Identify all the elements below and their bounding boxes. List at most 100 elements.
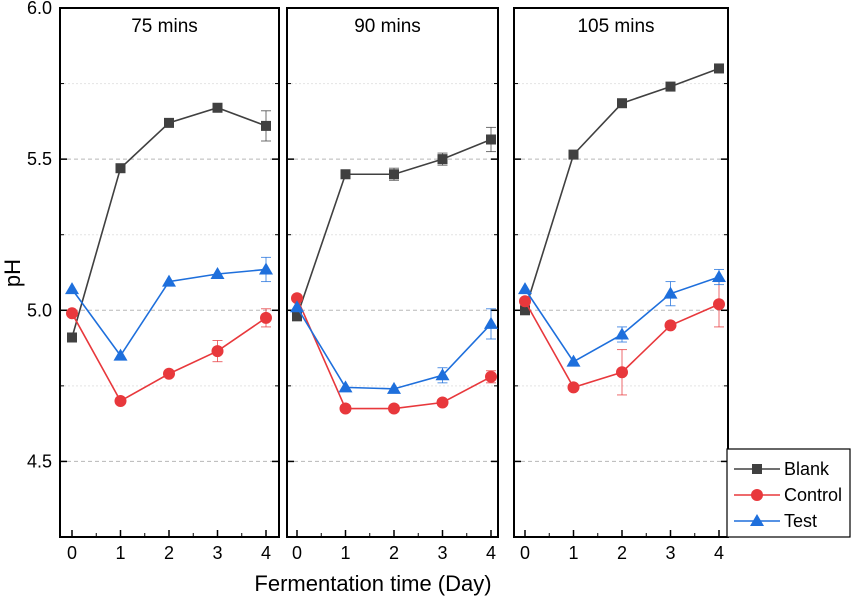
legend-item-blank: Blank	[734, 459, 830, 479]
x-tick-label-0: 0	[292, 543, 302, 563]
panel-title: 90 mins	[354, 16, 421, 37]
x-tick-label-4: 4	[261, 543, 271, 563]
test-marker	[435, 368, 450, 381]
control-marker	[388, 402, 400, 415]
series-line-blank	[71, 106, 267, 338]
blank-marker	[67, 332, 77, 343]
legend-label-blank: Blank	[784, 459, 830, 479]
series-line-control	[71, 312, 267, 403]
control-marker	[567, 381, 580, 394]
panel-1: 0 1 2 3 4 75 mins	[59, 7, 280, 563]
control-marker	[114, 394, 127, 407]
legend-label-control: Control	[784, 485, 842, 505]
series-line-blank	[296, 138, 492, 317]
test-marker	[210, 267, 225, 280]
blank-marker	[486, 134, 496, 145]
y-tick-label-5.0: 5.0	[27, 300, 52, 320]
x-tick-label-1: 1	[568, 543, 578, 563]
blank-marker	[389, 169, 399, 180]
x-tick-label-1: 1	[115, 543, 125, 563]
control-marker	[291, 292, 303, 305]
legend-item-control: Control	[734, 485, 842, 505]
panel-frame	[286, 7, 499, 538]
control-marker	[436, 396, 449, 409]
series-test	[518, 268, 726, 367]
test-marker	[615, 327, 629, 340]
blank-marker	[437, 154, 448, 165]
test-marker	[290, 300, 304, 313]
series-test	[290, 300, 498, 394]
blank-marker	[568, 149, 579, 160]
x-tick-label-1: 1	[340, 543, 350, 563]
series-control	[66, 307, 272, 407]
x-tick-label-4: 4	[486, 543, 496, 563]
y-axis-title: pH	[0, 259, 25, 287]
test-marker	[518, 282, 532, 295]
control-marker	[485, 370, 497, 383]
blank-marker	[212, 102, 223, 113]
x-tick-label-3: 3	[437, 543, 447, 563]
series-line-test	[296, 306, 492, 390]
control-marker	[260, 311, 272, 324]
legend-marker	[750, 514, 764, 526]
series-blank	[520, 63, 724, 316]
test-marker	[338, 380, 353, 393]
control-marker	[519, 295, 531, 308]
test-marker	[566, 354, 581, 367]
test-marker	[259, 262, 273, 275]
legend-box	[726, 448, 851, 538]
control-marker	[713, 298, 725, 311]
legend-label-test: Test	[784, 511, 817, 531]
test-marker	[387, 381, 401, 394]
x-tick-label-2: 2	[164, 543, 174, 563]
panel-2: 0 1 2 3 4 90 mins	[286, 7, 499, 563]
panels-layer: 0 1 2 3 4 75 mins 0 1 2 3 4 90 mins 0 1 2 3 4 105 mins	[59, 7, 729, 563]
legend: Blank Control Test	[726, 448, 851, 538]
panel-3: 0 1 2 3 4 105 mins	[513, 7, 729, 563]
control-marker	[664, 319, 677, 332]
series-blank	[67, 102, 271, 343]
legend-marker	[751, 489, 763, 501]
panel-frame	[59, 7, 280, 538]
control-marker	[616, 366, 628, 379]
y-tick-label-5.5: 5.5	[27, 149, 52, 169]
x-tick-label-2: 2	[617, 543, 627, 563]
blank-marker	[665, 81, 676, 92]
legend-item-test: Test	[734, 511, 817, 531]
control-marker	[211, 345, 224, 358]
panel-title: 105 mins	[577, 16, 654, 37]
x-tick-label-4: 4	[714, 543, 724, 563]
blank-marker	[340, 169, 351, 180]
blank-marker	[520, 305, 530, 316]
series-test	[65, 256, 273, 361]
test-marker	[113, 348, 128, 361]
y-axis: 4.5 5.0 5.5 6.0	[27, 0, 52, 471]
y-tick-label-6.0: 6.0	[27, 0, 52, 18]
control-marker	[163, 367, 175, 380]
series-line-test	[524, 276, 720, 363]
blank-marker	[714, 63, 724, 74]
x-tick-label-0: 0	[67, 543, 77, 563]
panel-frame	[513, 7, 729, 538]
x-axis-title: Fermentation time (Day)	[254, 571, 491, 596]
series-blank	[292, 126, 496, 322]
y-tick-label-4.5: 4.5	[27, 451, 52, 471]
x-tick-label-0: 0	[520, 543, 530, 563]
test-marker	[712, 270, 726, 283]
blank-marker	[261, 120, 271, 131]
x-tick-label-3: 3	[212, 543, 222, 563]
test-marker	[65, 282, 79, 295]
control-marker	[339, 402, 352, 415]
blank-marker	[617, 98, 627, 109]
x-tick-label-2: 2	[389, 543, 399, 563]
test-marker	[162, 274, 176, 287]
panel-title: 75 mins	[131, 16, 198, 37]
test-marker	[484, 316, 498, 329]
series-control	[291, 292, 497, 415]
legend-marker	[752, 464, 762, 474]
blank-marker	[292, 311, 302, 322]
test-marker	[663, 286, 678, 299]
control-marker	[66, 307, 78, 320]
x-tick-label-3: 3	[665, 543, 675, 563]
